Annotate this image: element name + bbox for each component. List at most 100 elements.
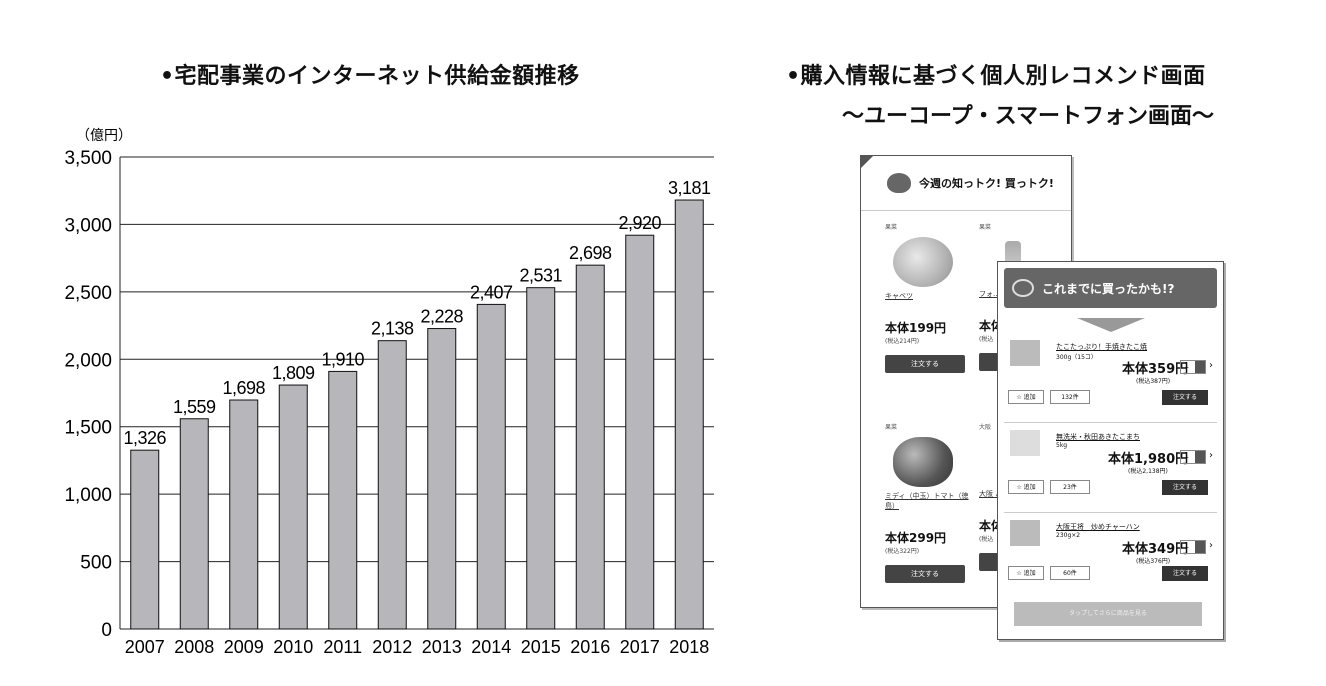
bar — [328, 370, 358, 630]
product-price-taxed: (税込2,138円) — [1128, 468, 1168, 475]
order-button[interactable]: 注文する — [1162, 390, 1208, 405]
show-more-button[interactable]: タップしてさらに商品を見る — [1014, 602, 1202, 626]
product-thumbnail — [1010, 520, 1040, 546]
data-label: 2,407 — [470, 282, 513, 302]
reviews-button[interactable]: 23件 — [1050, 480, 1090, 494]
y-tick-label: 3,500 — [64, 148, 112, 169]
x-tick-label: 2016 — [570, 637, 610, 657]
y-tick-label: 1,500 — [64, 418, 112, 439]
screen1-title: 今週の知っトク! 買っトク! — [919, 177, 1054, 190]
x-tick-label: 2008 — [174, 637, 214, 657]
data-label: 1,326 — [123, 428, 166, 448]
data-label: 2,698 — [569, 243, 612, 263]
phone-screen-recommend: これまでに買ったかも!? たこたっぷり！手焼きたこ焼 300g（15コ） 本体3… — [997, 261, 1224, 640]
x-tick-label: 2007 — [125, 637, 165, 657]
data-label: 1,809 — [272, 363, 315, 383]
order-button[interactable]: 注文する — [885, 355, 965, 373]
chevron-right-icon[interactable]: › — [1209, 360, 1213, 371]
list-item[interactable]: たこたっぷり！手焼きたこ焼 300g（15コ） 本体359円 (税込387円) … — [1004, 336, 1217, 423]
bar — [625, 234, 655, 630]
product-card[interactable]: 果菜 ミディ（中玉）トマト（徳島） 本体299円 (税込322円) 注文する — [885, 422, 973, 583]
corner-mark-icon — [861, 156, 873, 168]
product-size: 5kg — [1056, 442, 1068, 449]
product-tag: 果菜 — [885, 424, 898, 431]
product-price: 本体349円 — [1122, 542, 1189, 557]
product-tag: 大阪 — [979, 424, 992, 431]
add-favorite-button[interactable]: ☆ 追加 — [1008, 566, 1044, 580]
reviews-button[interactable]: 60件 — [1050, 566, 1090, 580]
product-name[interactable]: ミディ（中玉）トマト（徳島） — [885, 492, 969, 510]
product-card[interactable]: 果菜 キャベツ 本体199円 (税込214円) 注文する — [885, 222, 973, 373]
product-name[interactable]: キャベツ — [885, 292, 913, 300]
data-label: 1,698 — [222, 378, 265, 398]
product-name[interactable]: フォ… ガ — [979, 290, 1010, 298]
bar — [377, 340, 407, 630]
product-price-taxed: (税込 — [979, 536, 994, 543]
product-name[interactable]: 無洗米・秋田あきたこまち — [1056, 433, 1140, 441]
data-label: 2,138 — [371, 319, 414, 339]
mascot-icon — [1012, 279, 1034, 297]
mascot-icon — [887, 173, 911, 193]
screen2-header: これまでに買ったかも!? — [1004, 268, 1217, 308]
bar — [427, 328, 457, 630]
data-label: 2,228 — [420, 307, 463, 327]
product-price-taxed: (税込322円) — [885, 548, 920, 555]
data-label: 1,559 — [173, 397, 216, 417]
order-button[interactable]: 注文する — [1162, 566, 1208, 581]
product-price-taxed: (税込376円) — [1136, 558, 1171, 565]
product-tag: 果菜 — [885, 224, 898, 231]
x-tick-label: 2018 — [669, 637, 709, 657]
product-price: 本体199円 — [885, 321, 947, 335]
y-tick-label: 500 — [80, 553, 112, 574]
y-tick-label: 0 — [101, 620, 112, 641]
list-item[interactable]: 無洗米・秋田あきたこまち 5kg 本体1,980円 (税込2,138円) 1 ›… — [1004, 426, 1217, 513]
x-tick-label: 2017 — [620, 637, 660, 657]
x-tick-label: 2012 — [372, 637, 412, 657]
product-price-taxed: (税込387円) — [1136, 378, 1171, 385]
add-favorite-button[interactable]: ☆ 追加 — [1008, 390, 1044, 404]
chevron-right-icon[interactable]: › — [1209, 450, 1213, 461]
x-tick-label: 2014 — [471, 637, 511, 657]
product-name[interactable]: 大阪王将 炒めチャーハン — [1056, 523, 1140, 531]
product-tag: 果菜 — [979, 224, 992, 231]
quantity-select[interactable]: 1 — [1180, 540, 1206, 554]
bar — [476, 303, 506, 630]
arrow-down-icon — [1076, 318, 1145, 332]
tomato-image — [893, 437, 953, 487]
bar — [278, 384, 308, 630]
screen1-header: 今週の知っトク! 買っトク! — [861, 156, 1071, 211]
x-tick-label: 2013 — [422, 637, 462, 657]
order-button[interactable]: 注文する — [885, 565, 965, 583]
product-price: 本体1,980円 — [1108, 452, 1189, 467]
y-tick-label: 3,000 — [64, 215, 112, 236]
quantity-select[interactable]: 1 — [1180, 360, 1206, 374]
recommend-title: •購入情報に基づく個人別レコメンド画面 — [786, 64, 1206, 89]
product-thumbnail — [1010, 340, 1040, 366]
cabbage-image — [893, 237, 953, 287]
data-label: 2,920 — [618, 213, 661, 233]
x-tick-label: 2009 — [224, 637, 264, 657]
product-thumbnail — [1010, 430, 1040, 456]
y-tick-label: 2,000 — [64, 350, 112, 371]
product-size: 300g（15コ） — [1056, 354, 1097, 361]
product-price-taxed: (税込 — [979, 336, 994, 343]
order-button[interactable]: 注文する — [1162, 480, 1208, 495]
data-label: 2,531 — [519, 266, 562, 286]
product-price-taxed: (税込214円) — [885, 338, 920, 345]
reviews-button[interactable]: 132件 — [1050, 390, 1090, 404]
recommend-subtitle: 〜ユーコープ・スマートフォン画面〜 — [842, 104, 1215, 129]
bar-chart: （億円） 0 500 1,000 1,500 2,000 2,500 3,000 3,500 1,… — [64, 128, 714, 657]
chevron-right-icon[interactable]: › — [1209, 540, 1213, 551]
y-tick-label: 1,000 — [64, 485, 112, 506]
product-price: 本体299円 — [885, 531, 947, 545]
bar — [229, 399, 259, 630]
product-name[interactable]: たこたっぷり！手焼きたこ焼 — [1056, 343, 1147, 351]
product-price: 本体359円 — [1122, 362, 1189, 377]
add-favorite-button[interactable]: ☆ 追加 — [1008, 480, 1044, 494]
list-item[interactable]: 大阪王将 炒めチャーハン 230g×2 本体349円 (税込376円) 1 › … — [1004, 516, 1217, 598]
quantity-select[interactable]: 1 — [1180, 450, 1206, 464]
bar — [674, 199, 704, 630]
chart-title: •宅配事業のインターネット供給金額推移 — [160, 64, 580, 89]
x-tick-label: 2010 — [273, 637, 313, 657]
y-tick-label: 2,500 — [64, 283, 112, 304]
